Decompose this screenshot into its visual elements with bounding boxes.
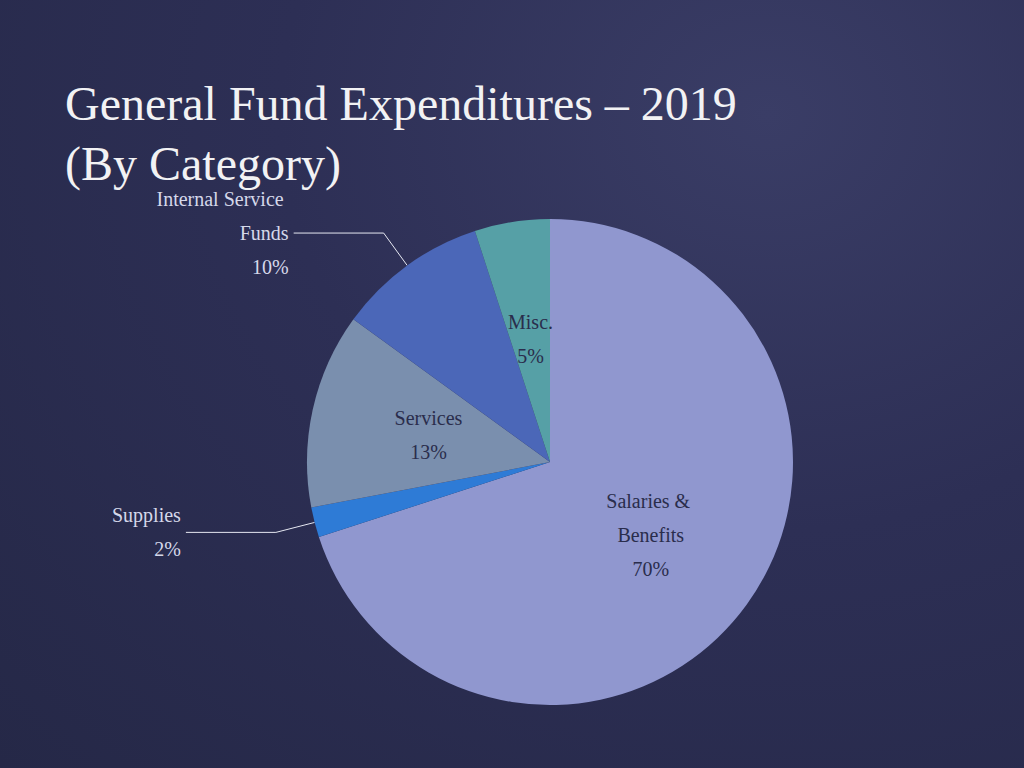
svg-text:Supplies: Supplies xyxy=(112,504,181,527)
svg-text:General Fund Expenditures – 20: General Fund Expenditures – 2019 xyxy=(65,77,737,130)
svg-text:2%: 2% xyxy=(154,538,181,560)
svg-text:5%: 5% xyxy=(517,345,544,367)
svg-text:10%: 10% xyxy=(252,256,289,278)
svg-text:70%: 70% xyxy=(632,558,669,580)
svg-text:Services: Services xyxy=(395,407,463,429)
svg-text:Misc.: Misc. xyxy=(508,311,553,333)
svg-text:Benefits: Benefits xyxy=(617,524,684,546)
svg-text:Internal Service: Internal Service xyxy=(156,188,288,210)
svg-text:Salaries &: Salaries & xyxy=(606,490,695,512)
svg-text:Funds: Funds xyxy=(240,222,289,244)
svg-text:(By Category): (By Category) xyxy=(65,137,341,191)
svg-text:13%: 13% xyxy=(410,441,447,463)
